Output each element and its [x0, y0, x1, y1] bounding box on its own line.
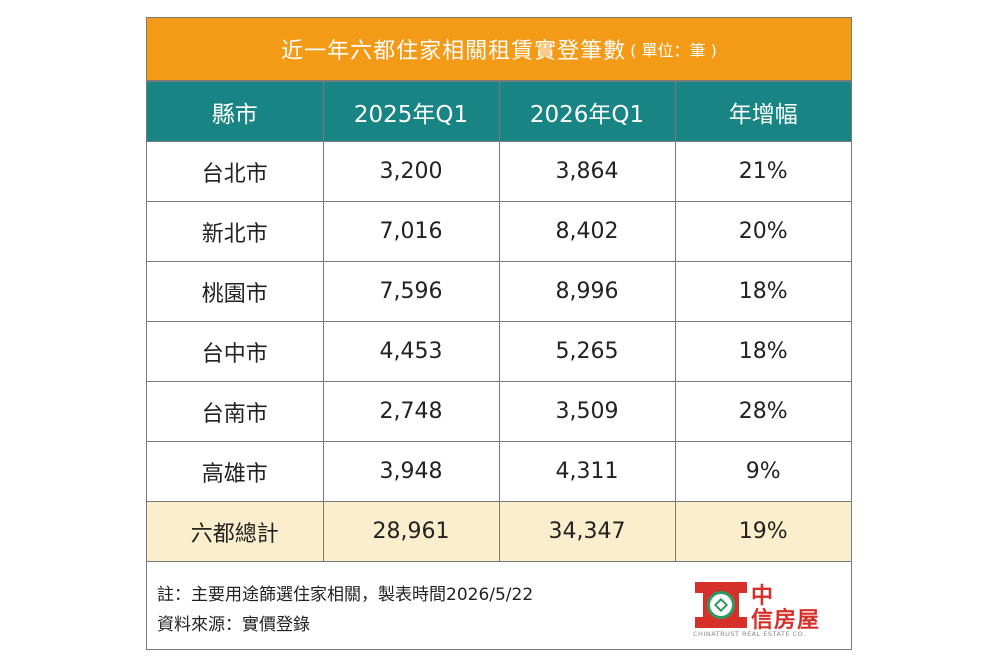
cell-city: 台南市: [147, 381, 324, 442]
total-growth: 19%: [674, 501, 851, 562]
total-label: 六都總計: [147, 501, 324, 562]
data-table-card: 近一年六都住家相關租賃實登筆數 ( 單位：筆 ) 縣市 2025年Q1 2026…: [146, 17, 852, 650]
footnote-filter-date: 註：主要用途篩選住家相關，製表時間2026/5/22: [157, 585, 534, 605]
rental-count-table: 縣市 2025年Q1 2026年Q1 年增幅 台北市 3,200 3,864 2…: [147, 81, 851, 562]
company-logo: 中 信房屋 CHINATRUST REAL ESTATE CO.: [693, 580, 845, 640]
header-2026q1: 2026年Q1: [498, 81, 676, 142]
cell-2026q1: 3,509: [498, 381, 676, 442]
cell-growth: 28%: [674, 381, 851, 442]
table-row: 高雄市 3,948 4,311 9%: [147, 441, 851, 502]
table-title-bar: 近一年六都住家相關租賃實登筆數 ( 單位：筆 ): [147, 18, 851, 81]
table-footer: 註：主要用途篩選住家相關，製表時間2026/5/22 資料來源：實價登錄 中 信…: [147, 564, 851, 649]
table-row: 桃園市 7,596 8,996 18%: [147, 261, 851, 322]
cell-2025q1: 3,200: [322, 141, 500, 202]
cell-city: 高雄市: [147, 441, 324, 502]
cell-2025q1: 2,748: [322, 381, 500, 442]
table-row: 台中市 4,453 5,265 18%: [147, 321, 851, 382]
table-row: 新北市 7,016 8,402 20%: [147, 201, 851, 262]
header-yoy-growth: 年增幅: [674, 81, 851, 142]
cell-2026q1: 5,265: [498, 321, 676, 382]
cell-2026q1: 8,996: [498, 261, 676, 322]
chinatrust-logo-icon: [695, 582, 747, 628]
cell-growth: 21%: [674, 141, 851, 202]
cell-city: 新北市: [147, 201, 324, 262]
header-2025q1: 2025年Q1: [322, 81, 500, 142]
cell-2026q1: 8,402: [498, 201, 676, 262]
total-2026q1: 34,347: [498, 501, 676, 562]
cell-2025q1: 4,453: [322, 321, 500, 382]
cell-2025q1: 7,016: [322, 201, 500, 262]
cell-growth: 20%: [674, 201, 851, 262]
table-row: 台南市 2,748 3,509 28%: [147, 381, 851, 442]
cell-2026q1: 3,864: [498, 141, 676, 202]
cell-growth: 9%: [674, 441, 851, 502]
table-header-row: 縣市 2025年Q1 2026年Q1 年增幅: [147, 81, 851, 142]
logo-english-text: CHINATRUST REAL ESTATE CO.: [693, 630, 806, 638]
cell-growth: 18%: [674, 261, 851, 322]
cell-city: 台北市: [147, 141, 324, 202]
cell-2026q1: 4,311: [498, 441, 676, 502]
logo-text-line1: 中: [751, 584, 774, 609]
table-row: 台北市 3,200 3,864 21%: [147, 141, 851, 202]
header-city: 縣市: [147, 81, 324, 142]
table-unit-note: ( 單位：筆 ): [630, 41, 717, 60]
cell-2025q1: 7,596: [322, 261, 500, 322]
cell-2025q1: 3,948: [322, 441, 500, 502]
footnote-source: 資料來源：實價登錄: [157, 615, 310, 635]
cell-city: 桃園市: [147, 261, 324, 322]
table-title: 近一年六都住家相關租賃實登筆數: [281, 39, 627, 64]
logo-text-line2: 信房屋: [751, 608, 821, 633]
cell-city: 台中市: [147, 321, 324, 382]
cell-growth: 18%: [674, 321, 851, 382]
table-total-row: 六都總計 28,961 34,347 19%: [147, 501, 851, 562]
total-2025q1: 28,961: [322, 501, 500, 562]
